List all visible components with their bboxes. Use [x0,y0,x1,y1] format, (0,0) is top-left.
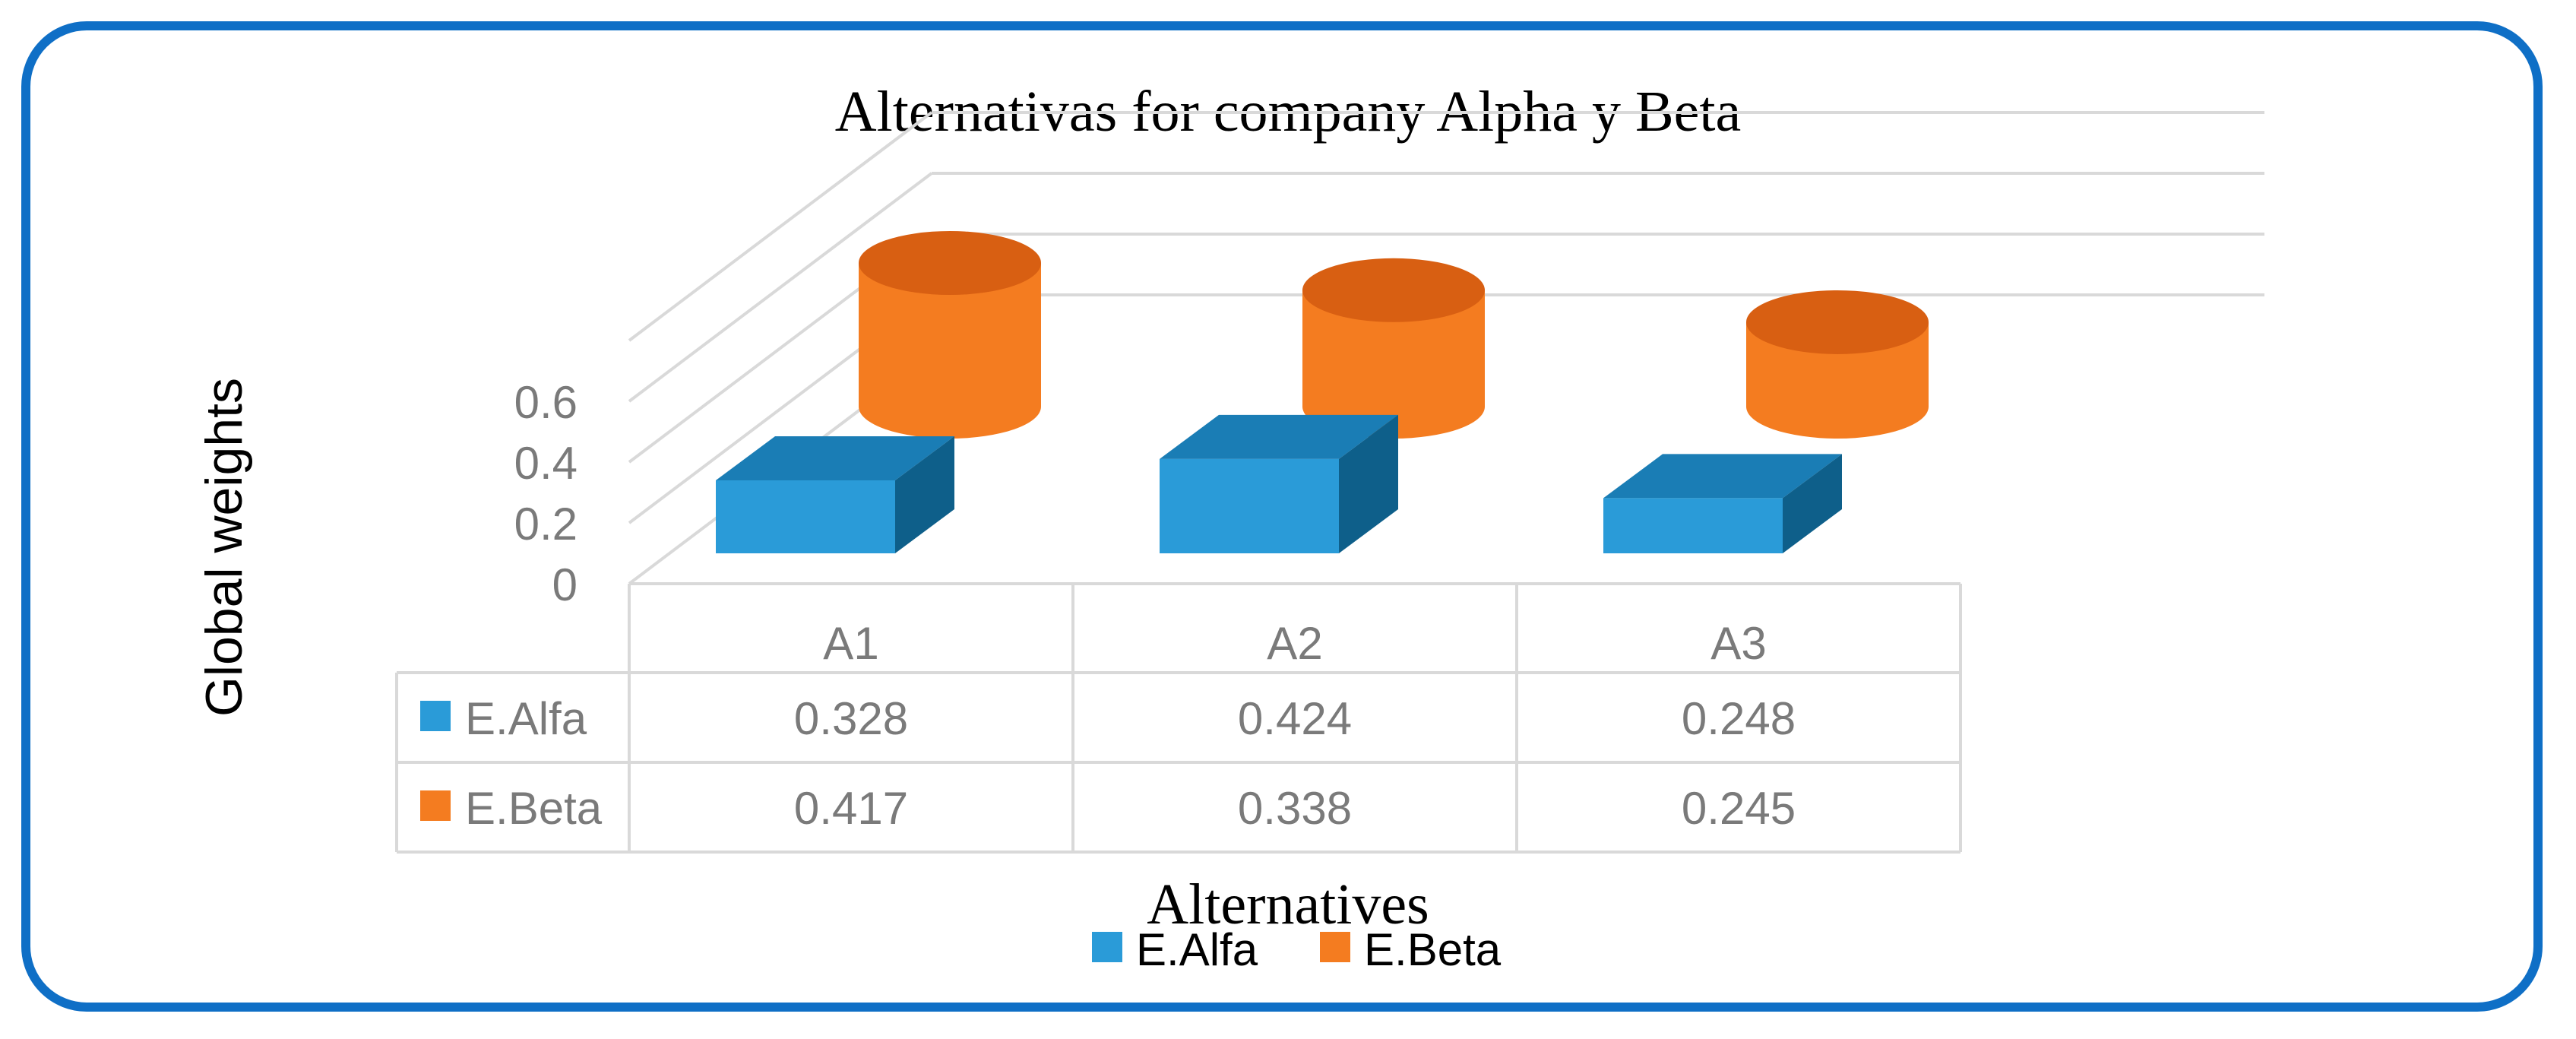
y-axis-ticks: 0 0.2 0.4 0.6 [514,377,578,610]
legend: E.Alfa E.Beta [1092,924,1502,975]
data-label: 0.328 [794,693,908,744]
bar-e-alfa-top [1603,454,1842,499]
series-e-beta [859,231,1929,439]
data-label: 0.245 [1682,783,1796,834]
bar-e-alfa-a3 [1603,454,1842,553]
bar-e-alfa-side [895,436,954,553]
data-label: 0.248 [1682,693,1796,744]
bar-e-beta-top [1302,258,1485,322]
gridline-side [628,111,933,342]
data-label: 0.417 [794,783,908,834]
y-tick-label: 0.6 [514,377,578,428]
bar-e-beta-body [1746,322,1929,439]
bar-e-alfa-front [1160,458,1339,553]
table-series-name: E.Beta [465,783,603,834]
bar-e-beta-body [1302,290,1485,439]
legend-key-e-alfa [1092,932,1122,962]
bar-e-beta-body [859,263,1041,439]
y-tick-label: 0 [552,559,578,610]
bar-e-alfa-a2 [1160,414,1398,553]
table-legend-key [420,790,451,821]
bar-e-beta-a2 [1302,258,1485,439]
y-tick-label: 0.4 [514,438,578,489]
data-label: 0.338 [1238,783,1352,834]
bar-e-beta-a3 [1746,290,1929,439]
x-category-label: A1 [823,618,878,669]
table-legend-key [420,701,451,731]
bar-e-alfa-top [716,436,954,480]
data-table: A1 A2 A3 E.Alfa 0.328 0.424 0.248 E.Beta 0.417 0.… [395,584,1962,854]
legend-label: E.Beta [1364,924,1502,975]
bar-e-alfa-side [1339,414,1398,553]
series-e-alfa [716,414,1842,553]
legend-label: E.Alfa [1136,924,1258,975]
legend-key-e-beta [1320,932,1350,962]
gridline-side [628,172,933,403]
bar-e-beta-top [1746,290,1929,354]
y-tick-label: 0.2 [514,499,578,550]
x-category-label: A2 [1267,618,1322,669]
table-series-name: E.Alfa [465,693,587,744]
bar-e-beta-a1 [859,231,1041,439]
y-axis-label: Global weights [195,378,253,717]
bar-e-alfa-front [1603,498,1783,553]
x-category-label: A3 [1710,618,1766,669]
x-axis-label: Alternatives [1147,873,1429,936]
bar-e-alfa-side [1783,454,1842,553]
bar-e-beta-top [859,231,1041,295]
bar-e-alfa-a1 [716,436,954,553]
bar-e-alfa-front [716,480,895,553]
data-label: 0.424 [1238,693,1352,744]
bar-e-alfa-top [1160,414,1398,459]
